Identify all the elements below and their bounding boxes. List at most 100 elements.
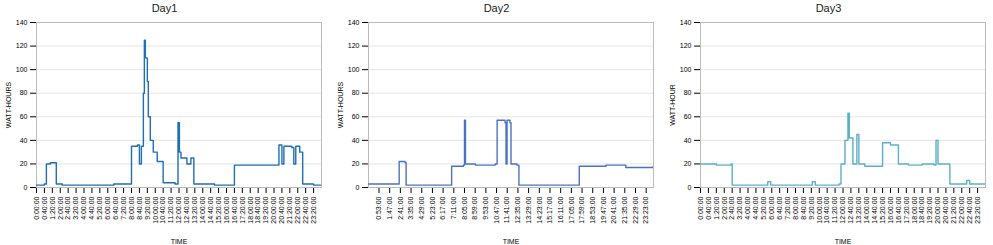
svg-text:20:00:00: 20:00:00	[934, 196, 941, 223]
svg-text:4:40:00: 4:40:00	[752, 196, 759, 219]
svg-text:8:00:00: 8:00:00	[792, 196, 799, 219]
svg-text:0: 0	[24, 184, 28, 191]
svg-text:15:20:00: 15:20:00	[215, 196, 222, 223]
svg-text:12:40:00: 12:40:00	[847, 196, 854, 223]
svg-text:120: 120	[348, 42, 360, 49]
svg-text:6:17:00: 6:17:00	[439, 196, 446, 219]
svg-text:18:00:00: 18:00:00	[910, 196, 917, 223]
svg-text:12:00:00: 12:00:00	[175, 196, 182, 223]
svg-text:18:40:00: 18:40:00	[918, 196, 925, 223]
svg-text:14:23:00: 14:23:00	[536, 196, 543, 223]
svg-text:5:20:00: 5:20:00	[760, 196, 767, 219]
svg-text:TIME: TIME	[171, 238, 188, 245]
svg-text:4:40:00: 4:40:00	[88, 196, 95, 219]
svg-text:9:53:00: 9:53:00	[482, 196, 489, 219]
svg-text:6:00:00: 6:00:00	[104, 196, 111, 219]
svg-text:23:20:00: 23:20:00	[974, 196, 981, 223]
svg-text:8:00:00: 8:00:00	[128, 196, 135, 219]
svg-text:22:00:00: 22:00:00	[294, 196, 301, 223]
svg-text:21:20:00: 21:20:00	[286, 196, 293, 223]
svg-text:10:47:00: 10:47:00	[493, 196, 500, 223]
svg-text:40: 40	[352, 137, 360, 144]
svg-text:14:00:00: 14:00:00	[863, 196, 870, 223]
svg-text:0:40:00: 0:40:00	[705, 196, 712, 219]
svg-text:18:53:00: 18:53:00	[589, 196, 596, 223]
svg-text:120: 120	[680, 42, 692, 49]
svg-text:2:40:00: 2:40:00	[728, 196, 735, 219]
svg-text:4:00:00: 4:00:00	[744, 196, 751, 219]
svg-text:60: 60	[684, 113, 692, 120]
svg-text:22:29:00: 22:29:00	[632, 196, 639, 223]
svg-text:10:00:00: 10:00:00	[151, 196, 158, 223]
svg-text:0: 0	[688, 184, 692, 191]
svg-text:100: 100	[680, 66, 692, 73]
svg-text:10:00:00: 10:00:00	[815, 196, 822, 223]
svg-text:16:11:00: 16:11:00	[557, 196, 564, 223]
svg-text:16:40:00: 16:40:00	[231, 196, 238, 223]
svg-text:2:40:00: 2:40:00	[64, 196, 71, 219]
svg-text:WATT-HOURS: WATT-HOURS	[337, 82, 344, 129]
svg-text:80: 80	[352, 89, 360, 96]
svg-text:17:20:00: 17:20:00	[239, 196, 246, 223]
svg-text:9:20:00: 9:20:00	[808, 196, 815, 219]
svg-text:16:40:00: 16:40:00	[895, 196, 902, 223]
svg-text:3:20:00: 3:20:00	[72, 196, 79, 219]
svg-text:100: 100	[348, 66, 360, 73]
svg-text:60: 60	[20, 113, 28, 120]
svg-text:0:40:00: 0:40:00	[41, 196, 48, 219]
svg-text:8:40:00: 8:40:00	[136, 196, 143, 219]
svg-text:17:05:00: 17:05:00	[568, 196, 575, 223]
svg-text:11:41:00: 11:41:00	[503, 196, 510, 223]
svg-text:8:59:00: 8:59:00	[471, 196, 478, 219]
svg-text:7:11:00: 7:11:00	[450, 196, 457, 219]
svg-text:2:00:00: 2:00:00	[720, 196, 727, 219]
svg-text:20:40:00: 20:40:00	[278, 196, 285, 223]
svg-text:18:40:00: 18:40:00	[254, 196, 261, 223]
svg-text:20:00:00: 20:00:00	[270, 196, 277, 223]
svg-text:5:20:00: 5:20:00	[96, 196, 103, 219]
svg-text:1:47:00: 1:47:00	[386, 196, 393, 219]
svg-text:17:59:00: 17:59:00	[578, 196, 585, 223]
svg-text:16:00:00: 16:00:00	[887, 196, 894, 223]
svg-text:22:00:00: 22:00:00	[958, 196, 965, 223]
svg-text:3:20:00: 3:20:00	[736, 196, 743, 219]
svg-text:20: 20	[684, 160, 692, 167]
svg-text:16:00:00: 16:00:00	[223, 196, 230, 223]
svg-text:6:40:00: 6:40:00	[112, 196, 119, 219]
svg-text:13:20:00: 13:20:00	[191, 196, 198, 223]
svg-text:18:00:00: 18:00:00	[246, 196, 253, 223]
svg-text:80: 80	[20, 89, 28, 96]
svg-text:10:40:00: 10:40:00	[823, 196, 830, 223]
svg-text:2:00:00: 2:00:00	[56, 196, 63, 219]
svg-text:23:20:00: 23:20:00	[310, 196, 317, 223]
svg-text:3:35:00: 3:35:00	[407, 196, 414, 219]
svg-text:19:20:00: 19:20:00	[926, 196, 933, 223]
svg-text:5:23:00: 5:23:00	[429, 196, 436, 219]
svg-text:17:20:00: 17:20:00	[903, 196, 910, 223]
svg-text:140: 140	[16, 19, 28, 26]
svg-text:100: 100	[16, 66, 28, 73]
svg-text:22:40:00: 22:40:00	[302, 196, 309, 223]
svg-text:7:20:00: 7:20:00	[784, 196, 791, 219]
svg-text:140: 140	[680, 19, 692, 26]
svg-text:140: 140	[348, 19, 360, 26]
svg-text:8:05:00: 8:05:00	[461, 196, 468, 219]
svg-text:40: 40	[20, 137, 28, 144]
svg-text:7:20:00: 7:20:00	[120, 196, 127, 219]
svg-text:23:23:00: 23:23:00	[642, 196, 649, 223]
svg-text:4:29:00: 4:29:00	[418, 196, 425, 219]
svg-text:19:20:00: 19:20:00	[262, 196, 269, 223]
svg-text:1:20:00: 1:20:00	[49, 196, 56, 219]
svg-text:22:40:00: 22:40:00	[966, 196, 973, 223]
svg-text:8:40:00: 8:40:00	[800, 196, 807, 219]
svg-text:0:00:00: 0:00:00	[697, 196, 704, 219]
svg-text:120: 120	[16, 42, 28, 49]
svg-text:2:41:00: 2:41:00	[397, 196, 404, 219]
svg-text:0:00:00: 0:00:00	[33, 196, 40, 219]
svg-text:1:20:00: 1:20:00	[713, 196, 720, 219]
svg-text:WATT-HOUR: WATT-HOUR	[669, 84, 676, 126]
svg-text:13:29:00: 13:29:00	[525, 196, 532, 223]
svg-text:80: 80	[684, 89, 692, 96]
svg-text:40: 40	[684, 137, 692, 144]
svg-text:20:41:00: 20:41:00	[610, 196, 617, 223]
